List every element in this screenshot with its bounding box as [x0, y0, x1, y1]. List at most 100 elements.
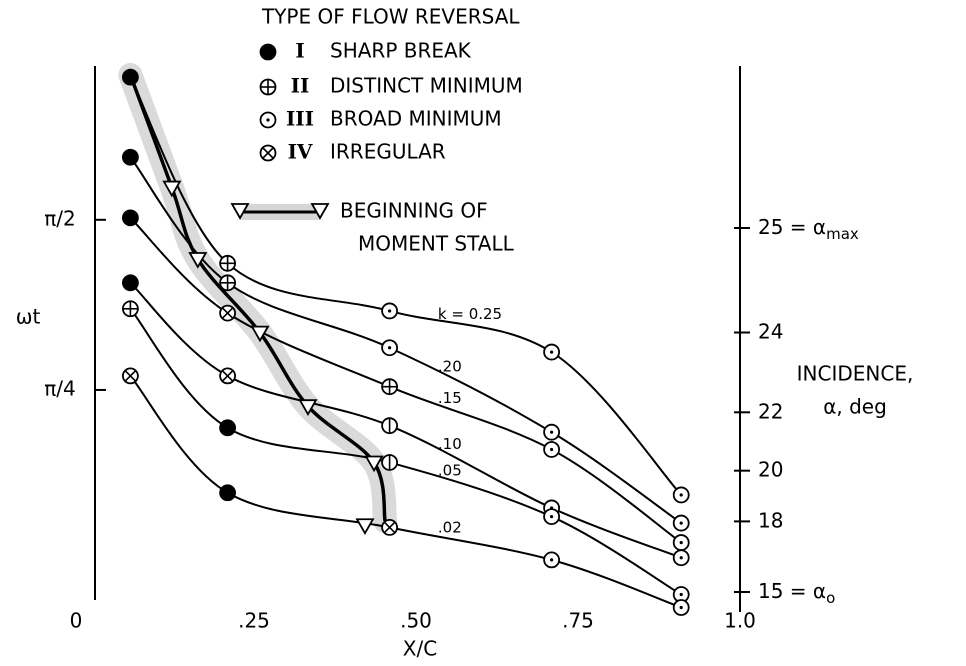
legend-numeral: IV	[288, 140, 313, 164]
dot	[679, 605, 683, 610]
y2-tick-subscript: max	[826, 225, 859, 243]
dot	[550, 514, 554, 519]
marker	[672, 549, 690, 567]
y2-tick-text: 22	[758, 399, 783, 423]
x-tick-label: .25	[238, 609, 270, 633]
x-tick-label: .50	[400, 609, 432, 633]
marker	[121, 367, 139, 385]
marker	[364, 455, 384, 473]
marker	[543, 508, 560, 525]
marker	[543, 343, 560, 361]
series-label: .15	[438, 389, 462, 407]
circle	[121, 148, 139, 166]
marker	[672, 599, 690, 616]
triangle	[310, 203, 330, 220]
y2-axis-label: INCIDENCE,	[797, 362, 914, 386]
marker	[219, 304, 237, 322]
marker	[162, 180, 182, 198]
marker	[672, 486, 690, 504]
marker	[219, 484, 237, 502]
x-tick-label: 0	[70, 609, 83, 633]
marker	[219, 274, 237, 292]
y2-tick-label: 25 = αmax	[758, 215, 859, 243]
marker	[259, 43, 277, 61]
marker	[188, 252, 208, 269]
marker-stroke	[383, 521, 396, 534]
marker	[381, 302, 399, 320]
circle	[219, 484, 237, 502]
dot	[679, 521, 683, 525]
legend-numeral: III	[286, 107, 314, 131]
marker	[250, 325, 270, 343]
y-axis-label: ωt	[16, 305, 41, 329]
y-tick-label: π/2	[44, 206, 76, 230]
legend-numeral: I	[295, 39, 304, 63]
dot	[679, 493, 683, 497]
circle	[121, 209, 139, 227]
dot	[679, 540, 683, 545]
y2-tick-label: 18	[758, 508, 783, 532]
legend-text: DISTINCT MINIMUM	[330, 74, 523, 98]
legend-title: TYPE OF FLOW REVERSAL	[261, 5, 520, 29]
marker	[298, 399, 318, 417]
y2-tick-label: 15 = αo	[758, 579, 835, 607]
y2-tick-label: 24	[758, 319, 783, 343]
marker	[355, 518, 375, 536]
y2-tick-text: 24	[758, 319, 783, 343]
y-tick-label: π/4	[44, 376, 76, 400]
marker	[381, 378, 399, 396]
stall-legend-label: MOMENT STALL	[358, 232, 515, 256]
marker	[381, 339, 399, 357]
marker	[219, 419, 237, 437]
dot	[679, 556, 683, 560]
x-axis-label: X/C	[403, 637, 437, 661]
marker	[381, 454, 399, 471]
triangle	[355, 518, 375, 536]
dot	[550, 350, 554, 354]
marker-stroke	[124, 370, 137, 382]
legend-text: IRREGULAR	[330, 140, 446, 164]
series-line	[129, 282, 682, 559]
marker	[121, 300, 139, 318]
triangle	[250, 325, 270, 343]
marker-stroke	[221, 370, 234, 382]
y2-axis-label: α, deg	[823, 395, 887, 419]
dot	[550, 430, 554, 434]
y2-tick-text: 25 = α	[758, 215, 826, 239]
marker	[543, 423, 560, 441]
y2-tick-text: 20	[758, 457, 783, 481]
marker	[121, 209, 139, 227]
marker	[381, 417, 399, 435]
legend-text: SHARP BREAK	[330, 39, 472, 63]
marker	[121, 148, 139, 166]
marker-stroke	[262, 147, 274, 159]
dot	[266, 118, 270, 122]
series-line	[129, 308, 682, 596]
y2-tick-label: 22	[758, 399, 783, 423]
series-label: k = 0.25	[438, 305, 502, 323]
triangle	[230, 203, 250, 220]
triangle	[188, 252, 208, 269]
marker	[543, 441, 560, 458]
triangle	[162, 180, 182, 198]
marker	[672, 534, 690, 551]
circle	[259, 43, 277, 61]
marker	[121, 68, 139, 86]
legend-text: BROAD MINIMUM	[330, 107, 502, 131]
series-label: .05	[438, 461, 462, 479]
marker	[259, 111, 277, 129]
y2-tick-label: 20	[758, 457, 783, 481]
stall-legend-label: BEGINNING OF	[340, 199, 488, 223]
marker	[543, 551, 560, 569]
marker	[121, 274, 139, 292]
marker	[230, 203, 250, 220]
marker	[259, 144, 277, 162]
marker	[259, 78, 277, 96]
y2-tick-subscript: o	[826, 589, 835, 607]
triangle	[298, 399, 318, 417]
triangle	[364, 455, 384, 473]
marker	[219, 254, 237, 272]
dot	[550, 558, 554, 562]
y2-tick-text: 15 = α	[758, 579, 826, 603]
